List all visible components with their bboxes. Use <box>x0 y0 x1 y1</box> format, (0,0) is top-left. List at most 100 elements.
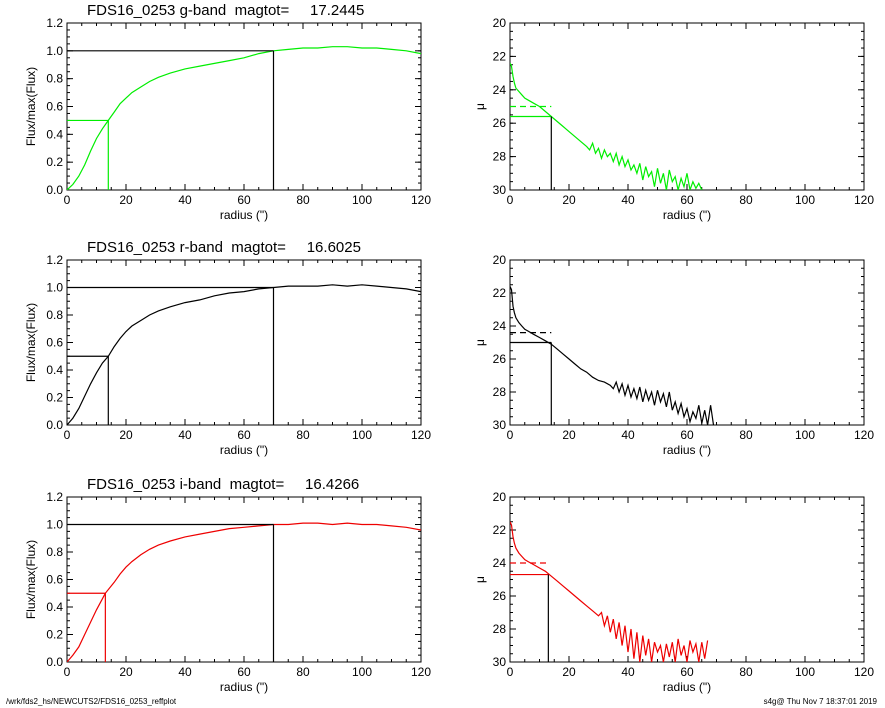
chart-panel-3: 0 20 40 60 80 100 120 0.0 0.2 0.4 0.6 0.8 1.0 1.2 radi… <box>24 239 431 457</box>
y-tick-label: 30 <box>493 418 507 432</box>
chart-panel-2: 0 20 40 60 80 100 120 20 22 24 26 28 30 radius (") μ <box>473 16 874 222</box>
chart-title: FDS16_0253 g-band magtot= 17.2445 <box>87 2 364 19</box>
x-tick-label: 60 <box>237 665 251 679</box>
x-tick-label: 60 <box>237 428 251 442</box>
y-axis-label: Flux/max(Flux) <box>24 67 38 146</box>
x-tick-label: 20 <box>119 665 133 679</box>
y-axis-label: μ <box>473 576 487 583</box>
x-tick-label: 80 <box>296 193 310 207</box>
y-tick-label: 0.2 <box>46 155 63 169</box>
y-axis-label: μ <box>473 103 487 110</box>
y-tick-label: 28 <box>493 622 507 636</box>
y-tick-label: 28 <box>493 150 507 164</box>
y-tick-label: 30 <box>493 183 507 197</box>
y-tick-label: 0.8 <box>46 545 63 559</box>
x-axis-label: radius (") <box>220 443 268 457</box>
x-tick-label: 0 <box>507 428 514 442</box>
y-tick-label: 26 <box>493 116 507 130</box>
x-tick-label: 40 <box>178 428 192 442</box>
y-axis-label: Flux/max(Flux) <box>24 540 38 619</box>
x-axis-label: radius (") <box>663 443 711 457</box>
x-tick-label: 80 <box>296 428 310 442</box>
x-tick-label: 0 <box>507 665 514 679</box>
chart-panel-1: 0 20 40 60 80 100 120 0.0 0.2 0.4 0.6 0.8 1.0 1.2 radi… <box>24 2 431 222</box>
x-tick-label: 100 <box>795 428 815 442</box>
x-tick-label: 40 <box>178 193 192 207</box>
y-tick-label: 22 <box>493 523 507 537</box>
series-line-i-band <box>510 521 709 662</box>
y-axis-label: Flux/max(Flux) <box>24 303 38 382</box>
footer-path: /wrk/fds2_hs/NEWCUTS2/FDS16_0253_reffplo… <box>6 697 177 706</box>
y-tick-label: 0.2 <box>46 628 63 642</box>
y-tick-label: 30 <box>493 655 507 669</box>
y-tick-label: 0.8 <box>46 308 63 322</box>
y-tick-label: 0.2 <box>46 391 63 405</box>
y-tick-label: 26 <box>493 352 507 366</box>
x-tick-label: 120 <box>854 665 874 679</box>
series-line-r-band <box>510 286 715 425</box>
series-line-i-band <box>67 522 421 662</box>
y-tick-label: 24 <box>493 319 507 333</box>
x-tick-label: 80 <box>739 193 753 207</box>
x-tick-label: 40 <box>178 665 192 679</box>
x-tick-label: 0 <box>507 193 514 207</box>
x-tick-label: 80 <box>739 428 753 442</box>
chart-panel-6: 0 20 40 60 80 100 120 20 22 24 26 28 30 radius (") μ <box>473 490 874 694</box>
x-tick-label: 60 <box>680 428 694 442</box>
y-tick-label: 0.6 <box>46 336 63 350</box>
y-tick-label: 0.4 <box>46 363 63 377</box>
y-tick-label: 0.4 <box>46 127 63 141</box>
y-tick-label: 0.8 <box>46 72 63 86</box>
y-tick-label: 20 <box>493 16 507 30</box>
x-tick-label: 80 <box>739 665 753 679</box>
x-tick-label: 40 <box>621 428 635 442</box>
x-tick-label: 100 <box>795 193 815 207</box>
x-axis-label: radius (") <box>663 680 711 694</box>
x-tick-label: 120 <box>854 428 874 442</box>
x-tick-label: 120 <box>411 193 431 207</box>
chart-panel-4: 0 20 40 60 80 100 120 20 22 24 26 28 30 radius (") μ <box>473 253 874 457</box>
x-axis-label: radius (") <box>220 680 268 694</box>
x-tick-label: 100 <box>352 428 372 442</box>
y-tick-label: 1.2 <box>46 253 63 267</box>
y-tick-label: 0.6 <box>46 573 63 587</box>
plot-frame <box>509 496 865 663</box>
x-tick-label: 60 <box>237 193 251 207</box>
x-tick-label: 120 <box>411 665 431 679</box>
x-tick-label: 0 <box>64 428 71 442</box>
y-tick-label: 28 <box>493 385 507 399</box>
y-tick-label: 0.0 <box>46 183 63 197</box>
x-tick-label: 100 <box>795 665 815 679</box>
y-tick-label: 1.0 <box>46 518 63 532</box>
y-tick-label: 26 <box>493 589 507 603</box>
series-line-g-band <box>67 46 421 190</box>
y-tick-label: 1.2 <box>46 16 63 30</box>
y-tick-label: 0.0 <box>46 418 63 432</box>
y-tick-label: 0.0 <box>46 655 63 669</box>
x-tick-label: 20 <box>119 428 133 442</box>
series-line-g-band <box>510 62 703 190</box>
plot-frame <box>509 259 865 426</box>
chart-panel-5: 0 20 40 60 80 100 120 0.0 0.2 0.4 0.6 0.8 1.0 1.2 radi… <box>24 476 431 694</box>
series-line-r-band <box>67 284 421 425</box>
plot-frame <box>509 22 865 191</box>
x-tick-label: 0 <box>64 665 71 679</box>
x-tick-label: 20 <box>119 193 133 207</box>
y-tick-label: 20 <box>493 253 507 267</box>
chart-title: FDS16_0253 i-band magtot= 16.4266 <box>87 476 359 493</box>
y-tick-label: 24 <box>493 83 507 97</box>
y-tick-label: 0.6 <box>46 100 63 114</box>
x-axis-label: radius (") <box>663 208 711 222</box>
y-tick-label: 20 <box>493 490 507 504</box>
x-tick-label: 120 <box>411 428 431 442</box>
y-tick-label: 1.2 <box>46 490 63 504</box>
x-tick-label: 20 <box>562 428 576 442</box>
x-tick-label: 60 <box>680 665 694 679</box>
x-tick-label: 100 <box>352 193 372 207</box>
y-axis-label: μ <box>473 339 487 346</box>
x-tick-label: 60 <box>680 193 694 207</box>
footer-timestamp: s4g@ Thu Nov 7 18:37:01 2019 <box>763 697 877 706</box>
x-tick-label: 20 <box>562 193 576 207</box>
x-tick-label: 40 <box>621 665 635 679</box>
